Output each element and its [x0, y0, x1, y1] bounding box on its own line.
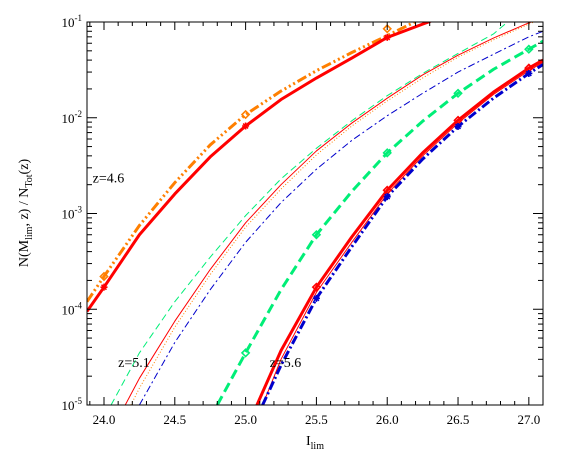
- series-line-9: [262, 61, 543, 405]
- series-layer: [87, 22, 543, 405]
- series-line-6: [138, 30, 543, 405]
- tick-layer: 24.0 24.5 25.0 25.5 26.0 26.5 27.0 10-5 10-4 10-3…: [62, 13, 544, 427]
- annotation-layer: z=4.6 z=5.1 z=5.6: [93, 172, 302, 371]
- x-tick-label: 27.0: [517, 412, 540, 427]
- series-2-marker: [242, 122, 250, 130]
- series-7-marker: [240, 348, 251, 358]
- marker-layer: [99, 24, 534, 358]
- series-line-5: [130, 22, 536, 405]
- series-7-marker: [311, 230, 322, 240]
- series-1-marker: [382, 24, 392, 34]
- x-tick-label: 25.0: [234, 412, 257, 427]
- series-2-marker: [383, 33, 391, 41]
- series-line-2: [87, 22, 433, 313]
- y-axis-label: N(Mlim, z) / NTot(z): [17, 159, 35, 268]
- curve-group-label: z=5.1: [118, 356, 150, 371]
- curve-group-label: z=4.6: [93, 172, 125, 187]
- series-10-marker: [383, 193, 391, 201]
- series-line-4: [124, 22, 533, 405]
- series-10-marker: [312, 294, 320, 302]
- y-tick-label: 10-4: [62, 300, 83, 317]
- series-8-marker: [311, 282, 322, 292]
- x-tick-label: 24.5: [163, 412, 186, 427]
- series-1-marker: [99, 271, 109, 282]
- series-1-marker: [240, 109, 251, 120]
- x-tick-label: 24.0: [93, 412, 116, 427]
- series-line-1: [87, 22, 419, 303]
- y-tick-label: 10-2: [62, 109, 83, 126]
- series-line-10: [261, 63, 543, 405]
- series-7-marker: [524, 44, 534, 54]
- x-tick-label: 25.5: [305, 412, 328, 427]
- curve-group-label: z=5.6: [270, 356, 302, 371]
- x-axis-label: Ilim: [306, 434, 324, 452]
- x-tick-label: 26.5: [447, 412, 470, 427]
- y-tick-label: 10-5: [62, 396, 83, 413]
- series-line-3: [110, 22, 508, 405]
- series-10-marker: [525, 69, 533, 77]
- x-tick-label: 26.0: [376, 412, 399, 427]
- series-line-8: [255, 58, 543, 405]
- series-7-marker: [382, 148, 392, 158]
- series-7-marker: [453, 88, 463, 99]
- series-line-7: [215, 39, 543, 405]
- y-tick-label: 10-3: [62, 205, 83, 222]
- y-tick-label: 10-1: [62, 13, 83, 30]
- series-10-marker: [454, 123, 462, 131]
- series-2-marker: [100, 283, 108, 291]
